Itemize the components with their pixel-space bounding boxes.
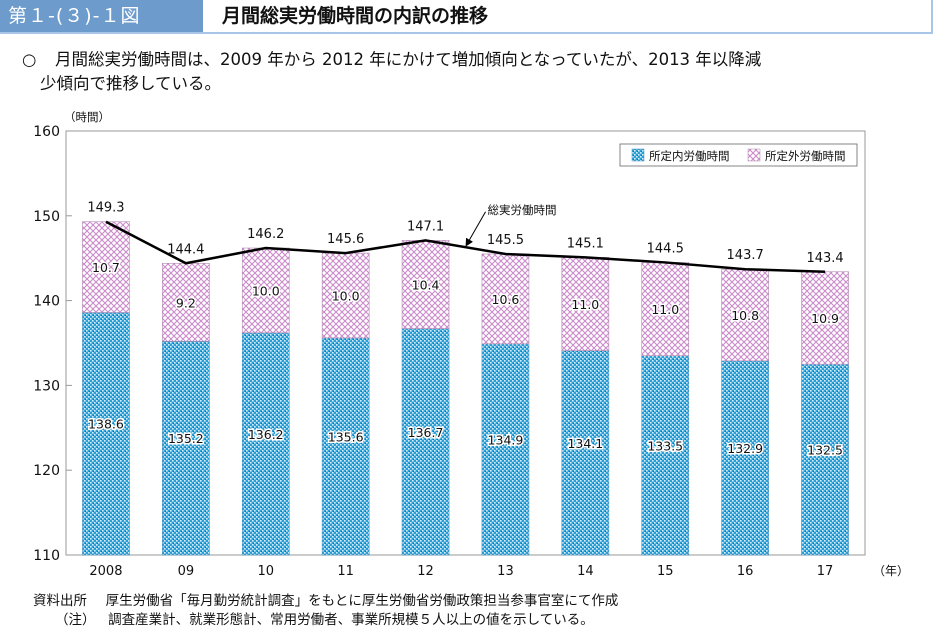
legend-swatch-overtime xyxy=(747,148,761,162)
bar-overtime-label: 10.0 xyxy=(332,289,360,304)
bar-scheduled-hours xyxy=(162,341,210,556)
source-note: 資料出所 厚生労働省「毎月勤労統計調査」をもとに厚生労働省労働政策担当参事官室に… xyxy=(33,589,618,609)
annotation-label: 総実労働時間 xyxy=(488,203,557,217)
x-tick-label: 2008 xyxy=(89,564,122,579)
total-hours-line xyxy=(105,220,826,274)
bar-overtime-hours xyxy=(641,262,690,357)
summary-line-1: 月間総実労働時間は、2009 年から 2012 年にかけて増加傾向となっていたが… xyxy=(55,50,762,69)
y-tick-label: 150 xyxy=(33,209,60,225)
bar-scheduled-hours xyxy=(561,350,610,556)
bar-scheduled-hours xyxy=(82,312,130,556)
bar-scheduled-label: 136.7 xyxy=(408,425,444,440)
bar-overtime-label: 10.9 xyxy=(811,311,839,326)
bar-scheduled-label: 135.2 xyxy=(168,431,204,446)
bar-scheduled-label: 136.2 xyxy=(248,427,284,442)
bar-overtime-hours xyxy=(241,247,290,334)
y-tick-label: 140 xyxy=(33,294,60,310)
total-hours-label: 147.1 xyxy=(407,219,444,234)
bar-scheduled-label: 132.9 xyxy=(727,441,763,456)
annotation-arrow xyxy=(465,211,486,247)
x-tick-label: 13 xyxy=(497,564,514,579)
bullet-icon: ○ xyxy=(22,50,37,69)
footnote: （注） 調査産業計、就業形態計、常用労働者、事業所規模５人以上の値を示している。 xyxy=(55,608,594,628)
x-tick-label: 16 xyxy=(737,564,754,579)
legend-label-scheduled: 所定内労働時間 xyxy=(649,149,730,163)
legend-label-overtime: 所定外労働時間 xyxy=(765,149,846,163)
y-tick-label: 110 xyxy=(33,548,60,564)
bar-overtime-label: 11.0 xyxy=(571,297,599,312)
bar-overtime-hours xyxy=(401,240,450,329)
y-tick-label: 160 xyxy=(33,124,60,140)
plot-area: 110 120 130 140 150 160 （時間） （年） 138.6 10.7 2008 13… xyxy=(33,110,909,579)
x-tick-label: 10 xyxy=(257,564,274,579)
total-hours-label: 144.5 xyxy=(647,241,684,256)
source-label: 資料出所 xyxy=(33,593,87,609)
plot-frame xyxy=(65,130,866,556)
y-tick-label: 130 xyxy=(33,378,60,394)
bar-overtime-label: 10.4 xyxy=(412,277,440,292)
bar-scheduled-hours xyxy=(801,363,849,556)
bar-scheduled-hours xyxy=(721,360,769,556)
total-hours-label: 145.1 xyxy=(567,236,604,251)
x-tick-label: 11 xyxy=(337,564,354,579)
bar-scheduled-label: 138.6 xyxy=(88,417,124,432)
y-tick-label: 120 xyxy=(33,463,60,479)
x-tick-label: 12 xyxy=(417,564,434,579)
x-tick-label: 15 xyxy=(657,564,674,579)
note-label: （注） xyxy=(55,612,96,628)
summary-line-2: 少傾向で推移している。 xyxy=(40,74,222,93)
total-hours-label: 145.6 xyxy=(327,232,364,247)
x-tick-label: 14 xyxy=(577,564,594,579)
bar-overtime-label: 10.8 xyxy=(731,308,759,323)
bar-scheduled-label: 133.5 xyxy=(647,438,683,453)
figure-header: 第１-(３)-１図 月間総実労働時間の内訳の推移 xyxy=(0,0,933,34)
bar-overtime-label: 9.2 xyxy=(176,295,196,310)
total-hours-label: 149.3 xyxy=(87,201,124,216)
x-tick-label: 17 xyxy=(817,564,834,579)
legend-box xyxy=(619,143,858,167)
bar-scheduled-label: 132.5 xyxy=(807,443,843,458)
bar-scheduled-label: 134.9 xyxy=(488,432,524,447)
bar-overtime-label: 10.7 xyxy=(92,260,120,275)
bar-overtime-label: 10.6 xyxy=(492,292,520,307)
bar-scheduled-label: 135.6 xyxy=(328,429,364,444)
x-tick-label: 09 xyxy=(178,564,195,579)
bar-scheduled-label: 134.1 xyxy=(567,436,603,451)
bar-overtime-label: 11.0 xyxy=(651,302,679,317)
bar-scheduled-hours xyxy=(321,337,370,556)
bar-scheduled-hours xyxy=(641,355,690,556)
total-hours-label: 146.2 xyxy=(247,227,284,242)
total-hours-label: 145.5 xyxy=(487,233,524,248)
figure-title: 月間総実労働時間の内訳の推移 xyxy=(222,5,489,27)
bar-overtime-hours xyxy=(801,271,849,365)
bar-overtime-hours xyxy=(82,221,130,313)
total-hours-label: 143.4 xyxy=(806,251,843,266)
bar-scheduled-hours xyxy=(481,343,530,556)
figure-number: 第１-(３)-１図 xyxy=(0,0,203,32)
note-text: 調査産業計、就業形態計、常用労働者、事業所規模５人以上の値を示している。 xyxy=(108,612,594,628)
source-text: 厚生労働省「毎月勤労統計調査」をもとに厚生労働省労働政策担当参事官室にて作成 xyxy=(105,593,619,609)
bar-overtime-hours xyxy=(321,252,370,339)
bar-overtime-hours xyxy=(721,268,769,362)
y-axis-label: （時間） xyxy=(64,110,110,124)
legend-swatch-scheduled xyxy=(631,148,645,162)
bar-scheduled-hours xyxy=(241,332,290,556)
bar-overtime-label: 10.0 xyxy=(252,283,280,298)
bar-scheduled-hours xyxy=(401,328,450,556)
total-hours-label: 143.7 xyxy=(727,248,764,263)
x-axis-label: （年） xyxy=(873,564,909,578)
total-hours-label: 144.4 xyxy=(167,242,204,257)
header-divider xyxy=(931,0,933,34)
bar-overtime-hours xyxy=(561,257,610,351)
bar-overtime-hours xyxy=(162,262,210,342)
